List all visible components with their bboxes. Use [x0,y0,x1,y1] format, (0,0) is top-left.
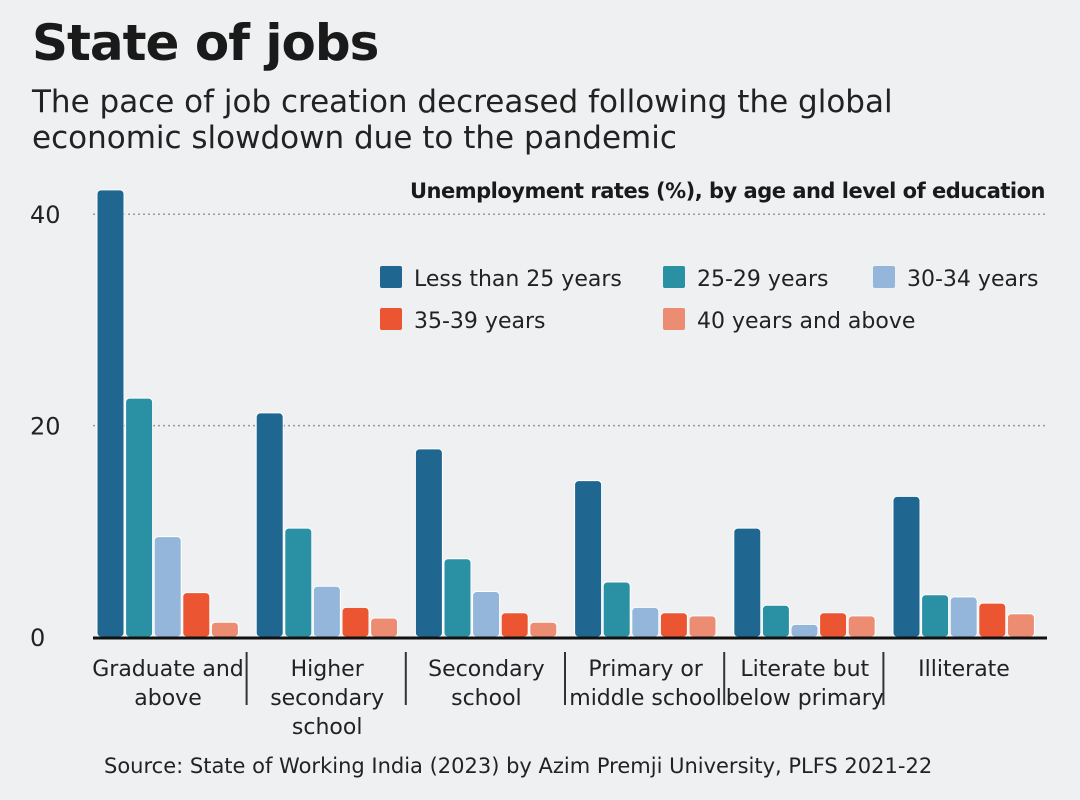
bar-0-4 [733,527,762,638]
bar-1-1 [284,527,313,638]
subtitle: The pace of job creation decreased follo… [32,84,893,156]
bar-0-0 [96,189,125,638]
bar-3-5 [978,602,1007,638]
bar-2-4 [790,623,819,638]
y-tick-label: 0 [30,624,45,652]
bar-2-3 [631,606,660,638]
legend-label: 25-29 years [697,267,828,292]
legend-label: 40 years and above [697,309,915,334]
chart-title: Unemployment rates (%), by age and level… [410,179,1045,203]
bar-2-2 [472,591,501,638]
bar-3-4 [819,612,848,638]
bar-0-3 [574,480,603,638]
x-tick-label: Higher secondary school [270,657,384,740]
bar-4-0 [210,621,239,638]
bar-1-4 [761,604,790,638]
bar-2-1 [312,585,341,638]
bar-3-1 [341,606,370,638]
bar-4-4 [847,615,876,638]
bar-2-5 [949,596,978,638]
bar-4-5 [1006,613,1035,638]
bar-1-2 [443,558,472,638]
legend-swatch [380,308,402,330]
x-tick-label: Secondary school [428,657,545,711]
bar-1-0 [125,397,154,638]
bar-0-2 [414,448,443,638]
y-tick-label: 40 [30,201,61,229]
bar-0-5 [892,495,921,638]
x-tick-label: Graduate and above [92,657,244,711]
bar-3-3 [659,612,688,638]
legend-label: Less than 25 years [414,267,622,292]
x-tick-label: Primary or middle school [569,657,722,711]
bar-1-5 [921,594,950,638]
legend-swatch [663,266,685,288]
bar-3-2 [500,612,529,638]
bar-3-0 [182,592,211,638]
y-tick-label: 20 [30,413,61,441]
source-note: Source: State of Working India (2023) by… [104,754,933,778]
bar-4-3 [688,615,717,638]
x-tick-label: Illiterate [918,657,1010,682]
legend-label: 30-34 years [907,267,1038,292]
page-title: State of jobs [32,14,379,72]
bar-4-1 [370,617,399,638]
bar-1-3 [602,581,631,638]
legend-swatch [663,308,685,330]
bar-4-2 [529,621,558,638]
bar-2-0 [153,536,182,638]
x-tick-label: Literate but below primary [726,657,884,711]
legend-swatch [873,266,895,288]
legend-swatch [380,266,402,288]
bar-0-1 [255,412,284,638]
legend-label: 35-39 years [414,309,545,334]
